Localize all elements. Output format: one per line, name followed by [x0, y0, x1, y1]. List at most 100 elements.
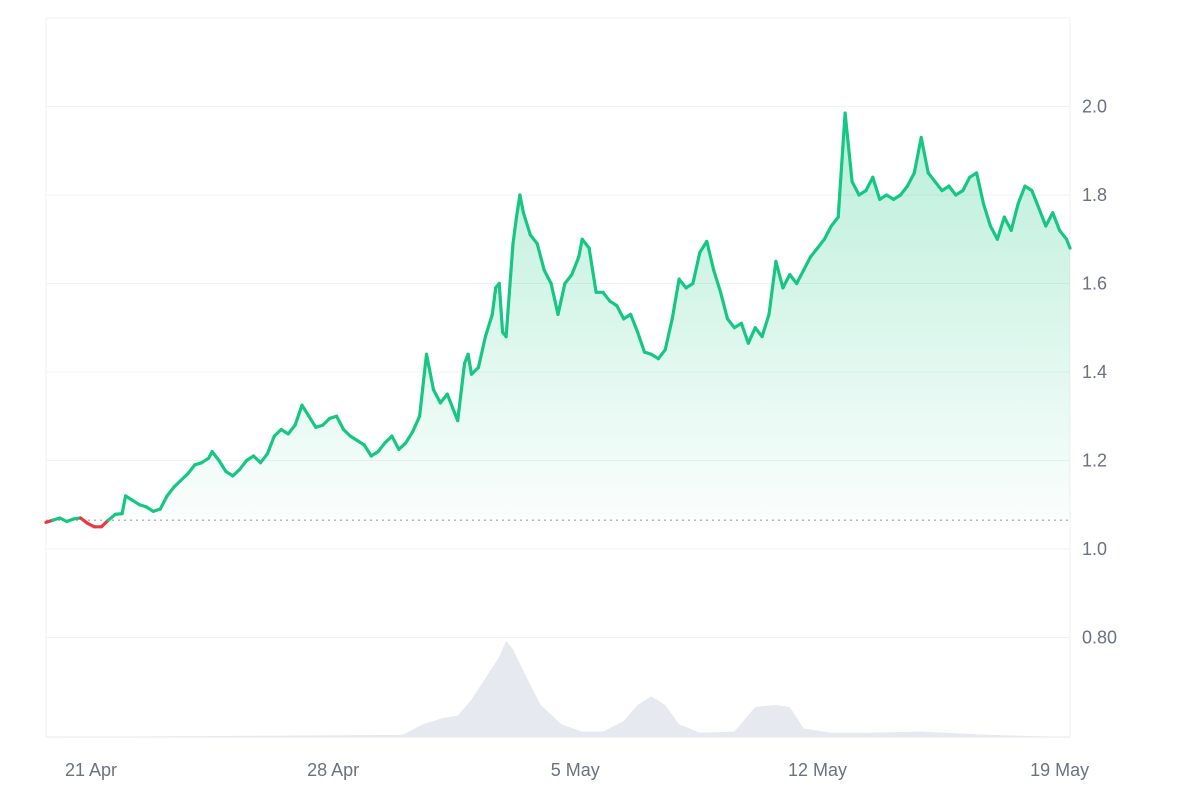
- price-line-segment: [663, 317, 674, 352]
- y-tick-label: 0.80: [1082, 627, 1117, 647]
- price-line-segment: [739, 321, 750, 345]
- price-line-segment: [919, 135, 930, 175]
- price-line-segment: [1002, 215, 1013, 232]
- price-line-segment: [836, 111, 847, 219]
- price-line-segment: [418, 352, 429, 418]
- price-line-segment: [411, 414, 422, 434]
- price-line-segment: [898, 184, 910, 197]
- y-tick-label: 1.6: [1082, 273, 1107, 293]
- price-line-segment: [656, 348, 667, 361]
- price-line-segment: [746, 326, 757, 345]
- price-line-segment: [801, 255, 813, 272]
- price-line-segment: [535, 242, 546, 272]
- price-line-segment: [577, 237, 584, 259]
- price-line-segment: [961, 175, 972, 193]
- price-line-segment: [179, 472, 190, 482]
- price-line-segment: [767, 259, 778, 316]
- x-tick-label: 28 Apr: [307, 760, 359, 780]
- price-line-segment: [466, 352, 474, 376]
- price-line-segment: [705, 239, 716, 272]
- price-line-segment: [905, 171, 916, 188]
- price-line-segment: [815, 237, 827, 250]
- price-line-segment: [376, 441, 387, 454]
- price-line-segment: [404, 430, 415, 445]
- price-line-segment: [511, 215, 519, 246]
- price-line-segment: [871, 175, 882, 201]
- price-line-segment: [926, 171, 937, 184]
- price-line-segment: [286, 423, 297, 436]
- price-line-segment: [424, 352, 436, 392]
- price-line-segment: [563, 273, 574, 286]
- price-line-segment: [580, 237, 591, 250]
- price-line-segment: [1064, 237, 1072, 250]
- price-line-segment: [677, 277, 688, 290]
- price-line-segment: [691, 250, 702, 286]
- price-line-segment: [1016, 184, 1027, 206]
- price-line-segment: [438, 392, 449, 405]
- price-line-segment: [158, 494, 169, 511]
- price-line-segment: [362, 443, 373, 458]
- x-tick-label: 5 May: [551, 760, 600, 780]
- price-area-fill: [46, 113, 1070, 521]
- price-line-segment: [469, 365, 480, 376]
- price-line-segment: [431, 388, 442, 405]
- price-line-segment: [504, 242, 515, 339]
- price-line-segment: [165, 485, 176, 498]
- price-line-segment: [1057, 228, 1069, 241]
- price-line-segment: [390, 434, 401, 451]
- price-line-segment: [542, 268, 553, 286]
- price-line-segment: [808, 246, 820, 259]
- price-line-segment: [974, 171, 986, 206]
- price-line-segment: [445, 392, 456, 414]
- price-line-segment: [210, 450, 221, 463]
- price-line-segment: [556, 281, 567, 316]
- price-line-segment: [497, 281, 505, 334]
- price-line-segment: [988, 224, 1000, 241]
- price-line-segment: [718, 290, 730, 321]
- price-line-segment: [1009, 202, 1020, 232]
- price-line-segment: [518, 193, 526, 215]
- price-line-segment: [795, 268, 806, 286]
- price-line-segment: [456, 361, 467, 423]
- price-line-segment: [528, 233, 539, 246]
- price-line-segment: [822, 224, 833, 241]
- y-tick-label: 2.0: [1082, 96, 1107, 116]
- price-line-segment: [712, 268, 723, 294]
- price-line-segment: [300, 403, 311, 418]
- price-line-segment: [635, 330, 647, 354]
- price-line-segment: [829, 215, 840, 228]
- price-line-segment: [912, 135, 923, 175]
- price-line-segment: [570, 255, 581, 277]
- price-line-segment: [774, 259, 785, 290]
- y-tick-label: 1.0: [1082, 539, 1107, 559]
- price-line-segment: [265, 434, 276, 456]
- volume-area: [46, 640, 1070, 737]
- price-line-segment: [490, 286, 498, 316]
- price-line-segment: [864, 175, 875, 193]
- x-tick-label: 12 May: [788, 760, 847, 780]
- price-line-segment: [850, 180, 861, 197]
- price-line-segment: [1051, 211, 1062, 232]
- price-line-segment: [521, 211, 532, 237]
- price-line-segment: [947, 184, 958, 197]
- price-line-segment: [781, 273, 792, 290]
- price-line-segment: [760, 312, 771, 339]
- price-line-segment: [186, 463, 197, 476]
- price-line-segment: [725, 317, 737, 330]
- price-line-segment: [258, 452, 269, 465]
- price-line-segment: [843, 111, 854, 184]
- price-line-segment: [335, 414, 346, 432]
- y-tick-label: 1.8: [1082, 185, 1107, 205]
- price-line-segment: [293, 403, 304, 427]
- y-tick-label: 1.2: [1082, 450, 1107, 470]
- price-line-segment: [788, 273, 799, 286]
- x-tick-label: 21 Apr: [65, 760, 117, 780]
- price-line-segment: [587, 246, 598, 294]
- price-line-segment: [217, 458, 228, 474]
- price-line-segment: [1037, 206, 1048, 228]
- x-tick-label: 19 May: [1030, 760, 1089, 780]
- price-line-segment: [615, 304, 626, 321]
- price-line-segment: [549, 281, 560, 316]
